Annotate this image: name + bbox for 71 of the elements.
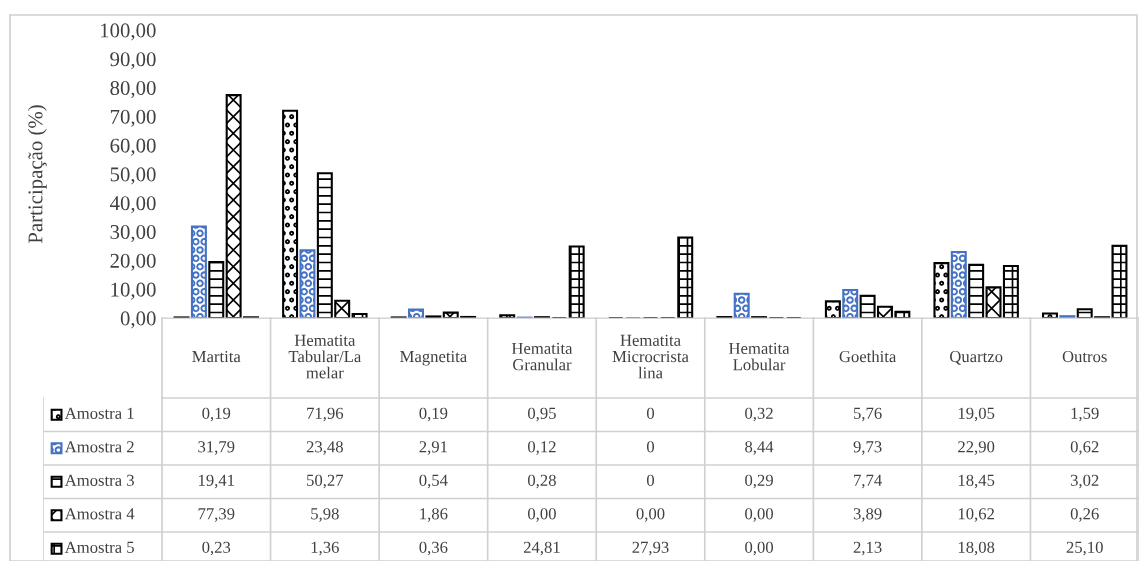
legend-label: Amostra 2 (64, 441, 134, 453)
data-label: 0,00 (636, 508, 665, 522)
data-label: 0 (646, 474, 655, 486)
y-tick-label: 60,00 (110, 138, 156, 156)
data-label: 24,81 (523, 541, 560, 556)
data-label: 18,45 (958, 474, 995, 489)
x-tick-label: Outros (1062, 350, 1107, 363)
data-label: 0,95 (528, 407, 556, 422)
data-label: 8,44 (745, 441, 774, 455)
y-tick-label: 50,00 (110, 167, 156, 185)
x-tick-label: Hematita Granular (511, 342, 573, 371)
data-label: 50,27 (307, 474, 344, 489)
data-label: 0,23 (202, 541, 231, 556)
data-label: 0 (646, 441, 655, 453)
data-label: 25,10 (1066, 541, 1103, 556)
data-label: 71,96 (307, 407, 344, 422)
data-label: 19,41 (198, 474, 235, 489)
y-tick-label: 100,00 (100, 23, 156, 41)
data-label: 23,48 (306, 441, 343, 455)
data-label: 2,13 (853, 541, 882, 556)
data-label: 77,39 (198, 508, 235, 522)
y-axis-title: Participação (%) (27, 105, 47, 244)
y-tick-label: 80,00 (110, 80, 156, 99)
data-label: 2,91 (419, 441, 447, 455)
data-label: 5,98 (311, 508, 339, 522)
data-label: 3,89 (853, 508, 882, 522)
y-tick-label: 0,00 (120, 311, 156, 329)
x-tick-label: Quartzo (950, 350, 1003, 365)
data-label: 5,76 (854, 407, 882, 422)
data-label: 1,86 (420, 508, 448, 522)
data-label: 7,74 (854, 474, 882, 489)
x-tick-label: Hematita Lobular (728, 342, 790, 371)
data-label: 18,08 (958, 541, 995, 556)
data-label: 10,62 (958, 508, 994, 522)
y-tick-label: 90,00 (110, 52, 156, 70)
data-label: 1,59 (1071, 407, 1099, 422)
y-tick-label: 70,00 (110, 109, 156, 127)
y-tick-label: 30,00 (110, 224, 156, 243)
data-label: 19,05 (958, 407, 995, 422)
x-tick-label: Magnetita (400, 350, 467, 366)
data-label: 0,19 (202, 407, 231, 422)
legend-label: Amostra 5 (64, 541, 134, 553)
data-label: 0 (646, 407, 655, 419)
data-label: 0,32 (745, 407, 773, 422)
data-label: 22,90 (958, 441, 995, 455)
legend-label: Amostra 4 (64, 508, 135, 520)
data-label: 0,19 (419, 407, 448, 422)
x-tick-label: Hematita Microcrista lina (612, 334, 689, 379)
y-tick-label: 20,00 (110, 253, 156, 271)
data-label: 0,26 (1070, 508, 1099, 522)
data-label: 0,54 (419, 474, 448, 489)
data-label: 27,93 (632, 541, 669, 556)
data-label: 0,29 (745, 474, 773, 489)
y-tick-label: 40,00 (109, 196, 156, 214)
data-label: 0,00 (745, 508, 773, 522)
data-label: 0,28 (528, 474, 556, 489)
data-label: 1,36 (311, 541, 339, 556)
data-label: 31,79 (198, 441, 235, 455)
data-label: 0,00 (528, 508, 556, 522)
data-label: 0,62 (1070, 441, 1099, 455)
data-label: 3,02 (1070, 474, 1099, 489)
x-tick-label: Goethita (839, 350, 897, 363)
y-tick-label: 10,00 (111, 282, 156, 300)
x-tick-label: Hematita Tabular/La melar (288, 334, 362, 379)
x-tick-label: Martita (192, 350, 241, 363)
data-label: 9,73 (853, 441, 882, 455)
data-label: 0,36 (419, 541, 448, 556)
legend-label: Amostra 3 (64, 474, 134, 486)
data-label: 0,12 (528, 441, 556, 455)
legend-label: Amostra 1 (64, 407, 134, 419)
data-label: 0,00 (745, 541, 773, 556)
